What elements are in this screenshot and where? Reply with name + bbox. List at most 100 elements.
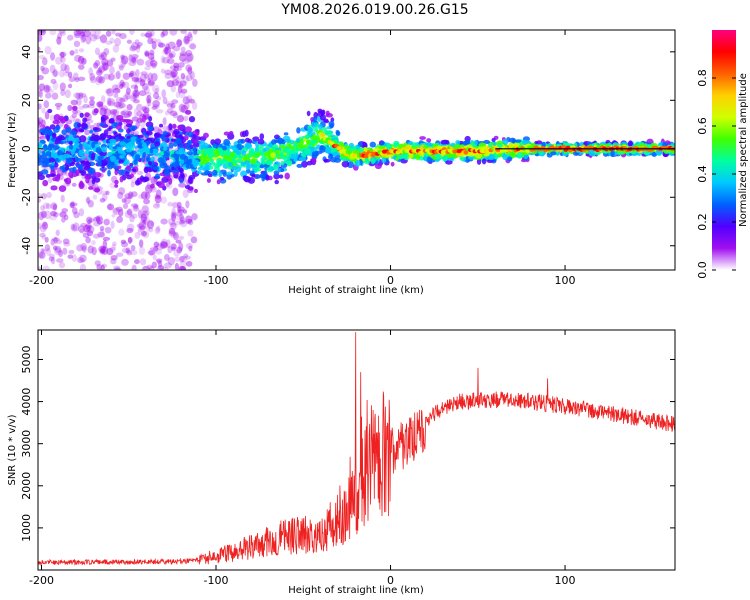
heatmap-cell [59,211,67,218]
heatmap-cell [157,181,165,189]
heatmap-cell [154,227,161,235]
heatmap-cell [150,72,158,82]
heatmap-cell [75,92,81,100]
heatmap-cell [160,218,168,225]
heatmap-cell [136,170,144,176]
heatmap-cell [370,157,375,165]
heatmap-cell [233,170,238,177]
heatmap-cell [113,72,121,80]
heatmap-cell [149,183,155,189]
heatmap-cell [80,170,87,176]
heatmap-cell [41,222,49,230]
heatmap-cell [189,144,194,149]
heatmap-cell [130,84,138,89]
heatmap-cell [119,97,126,103]
heatmap-cell [171,166,175,171]
heatmap-cell [100,107,107,117]
heatmap-cell [97,220,103,225]
heatmap-cell [96,69,103,76]
heatmap-cell [38,34,43,42]
heatmap-cell [40,119,46,128]
heatmap-cell [91,178,96,185]
heatmap-cell [104,88,112,95]
heatmap-cell [187,31,193,39]
spectrogram-heatmap [38,30,675,270]
heatmap-cell [67,83,73,89]
heatmap-cell [311,153,317,159]
heatmap-cell [259,164,265,169]
heatmap-cell [44,111,50,120]
heatmap-cell [136,223,145,229]
heatmap-cell [87,199,94,208]
heatmap-cell [146,264,153,270]
heatmap-cell [69,140,73,147]
heatmap-cell [419,136,426,140]
heatmap-cell [157,157,165,164]
heatmap-cell [182,189,189,198]
heatmap-cell [62,238,70,245]
heatmap-cell [125,93,131,100]
heatmap-cell [303,144,308,148]
colorbar-tick-label: 0.8 [696,69,709,87]
heatmap-cell [201,159,209,164]
heatmap-cell [120,58,127,67]
heatmap-cell [93,108,99,114]
heatmap-cell [259,133,265,140]
heatmap-cell [65,127,72,133]
heatmap-cell [174,154,180,161]
heatmap-cell [158,42,166,48]
heatmap-cell [150,38,158,44]
heatmap-cell [174,160,180,168]
heatmap-cell [63,241,71,247]
heatmap-cell [139,78,146,86]
heatmap-cell [123,159,130,165]
heatmap-cell [79,143,83,151]
heatmap-cell [147,72,153,82]
heatmap-cell [214,138,222,145]
heatmap-cell [171,207,176,216]
heatmap-cell [131,168,137,172]
heatmap-cell [106,60,114,68]
heatmap-cell [111,30,116,35]
heatmap-cell [135,69,140,78]
heatmap-cell [38,74,44,81]
heatmap-cell [129,30,135,36]
heatmap-cell [326,130,333,137]
heatmap-cell [497,143,503,148]
heatmap-cell [523,154,528,160]
heatmap-cell [86,119,94,124]
heatmap-cell [47,176,53,184]
heatmap-cell [185,242,194,249]
heatmap-cell [173,249,181,257]
heatmap-cell [131,264,137,270]
heatmap-cell [188,174,196,180]
heatmap-cell [148,247,154,257]
heatmap-cell [106,59,114,67]
heatmap-cell [74,48,79,54]
heatmap-cell [173,232,179,241]
heatmap-cell [127,236,133,245]
heatmap-cell [127,110,132,117]
heatmap-cell [172,45,181,52]
heatmap-cell [244,160,251,165]
heatmap-cell [80,92,87,98]
heatmap-cell [52,145,59,151]
heatmap-cell [56,239,63,245]
heatmap-cell [137,42,144,47]
heatmap-cell [144,104,150,113]
heatmap-cell [131,125,138,131]
heatmap-cell [173,65,179,72]
heatmap-cell [41,248,47,255]
heatmap-cell [308,143,313,147]
heatmap-cell [216,179,221,185]
heatmap-cell [158,123,164,128]
heatmap-cell [54,102,63,108]
heatmap-cell [140,230,147,237]
heatmap-cell [411,142,418,147]
heatmap-cell [310,146,315,153]
heatmap-cell [93,221,101,227]
heatmap-cell [127,236,133,243]
heatmap-cell [440,139,448,145]
heatmap-cell [92,233,101,239]
heatmap-cell [219,176,225,181]
